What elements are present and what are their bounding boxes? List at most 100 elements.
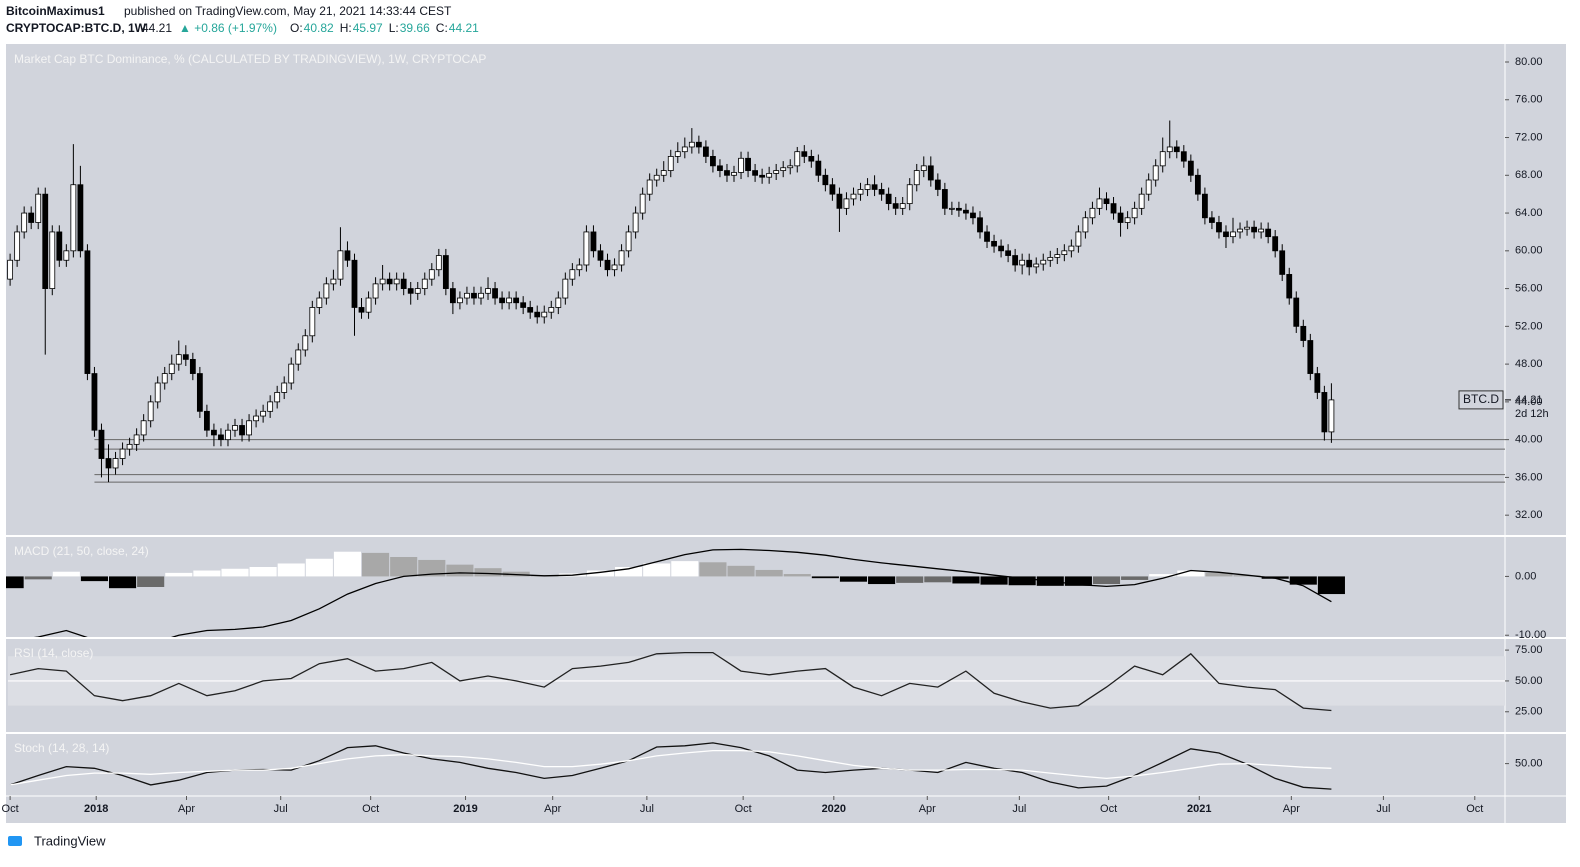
- histogram-bar: [6, 576, 24, 589]
- histogram-bar: [109, 576, 137, 589]
- stoch-line: [9, 749, 1332, 786]
- candle-body: [934, 179, 941, 190]
- candle-body: [653, 174, 660, 181]
- candle-body: [1012, 255, 1019, 266]
- candle-body: [1082, 217, 1089, 233]
- candle-body: [1040, 259, 1047, 265]
- candle-body: [1201, 193, 1208, 219]
- candle-body: [927, 165, 934, 181]
- histogram-bar: [699, 562, 727, 577]
- candle-body: [1145, 179, 1152, 195]
- candle-body: [1244, 226, 1250, 230]
- candle-body: [7, 259, 14, 280]
- footer: TradingView: [8, 833, 106, 848]
- histogram-bar: [52, 571, 80, 577]
- y-tick-label: 80.00: [1515, 56, 1543, 68]
- candle-body: [1251, 226, 1257, 233]
- x-tick-label: Oct: [1100, 803, 1117, 815]
- candle-body: [738, 157, 744, 173]
- histogram-bar: [868, 576, 896, 585]
- histogram-bar: [1149, 574, 1177, 577]
- candle-body: [878, 189, 885, 195]
- candle-body: [1047, 257, 1054, 261]
- histogram-bar: [24, 576, 52, 580]
- candle-body: [1005, 250, 1012, 256]
- candle-body: [815, 160, 822, 176]
- x-tick-label: Jul: [1012, 803, 1026, 815]
- candle-body: [351, 259, 358, 308]
- candle-body: [710, 156, 716, 167]
- ohlc-value: 44.21: [449, 21, 479, 35]
- candle-body: [695, 141, 702, 148]
- candle-body: [1328, 399, 1335, 433]
- candle-body: [1293, 297, 1300, 327]
- candle-body: [899, 203, 906, 209]
- histogram-bar: [474, 568, 502, 577]
- histogram-bar: [446, 564, 474, 577]
- y-tick-label: 32.00: [1515, 509, 1543, 521]
- candle-body: [1314, 373, 1321, 393]
- candle-body: [112, 458, 119, 469]
- candle-body: [449, 288, 456, 304]
- candle-body: [1159, 151, 1166, 167]
- candle-body: [836, 193, 843, 209]
- histogram-bar: [783, 574, 811, 577]
- candle-body: [1089, 207, 1096, 219]
- candle-body: [457, 297, 463, 304]
- histogram-bar: [390, 557, 418, 577]
- ohlc-value: 40.82: [304, 21, 334, 35]
- histogram-bar: [643, 563, 671, 577]
- x-tick-label: Oct: [362, 803, 379, 815]
- candle-body: [295, 349, 302, 365]
- x-tick-label: Jul: [640, 803, 654, 815]
- candle-body: [1180, 151, 1187, 162]
- candle-body: [302, 335, 309, 351]
- candle-body: [1265, 228, 1272, 238]
- ohlc-value: 45.97: [353, 21, 383, 35]
- x-tick-label: Jul: [274, 803, 288, 815]
- candle-body: [464, 292, 470, 299]
- candle-body: [998, 245, 1004, 252]
- histogram-bar: [1317, 576, 1345, 595]
- y-tick-label: 64.00: [1515, 207, 1543, 219]
- candle-body: [344, 250, 351, 261]
- candle-body: [1117, 212, 1124, 223]
- candle-body: [956, 207, 962, 211]
- histogram-bar: [1177, 570, 1205, 577]
- y-tick-label: 40.00: [1515, 434, 1543, 446]
- histogram-bar: [193, 570, 221, 577]
- candle-body: [471, 292, 477, 299]
- candle-body: [963, 209, 969, 214]
- brand: TradingView: [34, 833, 106, 848]
- candle-body: [21, 212, 28, 233]
- author: BitcoinMaximus1: [6, 4, 105, 18]
- candle-body: [717, 165, 723, 171]
- histogram-bar: [277, 563, 305, 577]
- price-label-symbol: BTC.D: [1463, 392, 1499, 406]
- y-tick-label: 50.00: [1515, 675, 1543, 687]
- histogram-bar: [980, 576, 1008, 585]
- candle-body: [203, 410, 210, 431]
- candle-body: [808, 156, 815, 162]
- histogram-bar: [1092, 576, 1121, 585]
- candle-body: [871, 184, 878, 190]
- histogram-bar: [418, 559, 446, 577]
- candle-body: [1223, 231, 1229, 238]
- rsi-line: [9, 651, 1332, 712]
- candle-body: [1103, 198, 1110, 205]
- candle-body: [182, 354, 189, 360]
- candle-body: [885, 193, 892, 205]
- candle-body: [260, 410, 267, 417]
- candle-body: [196, 373, 203, 412]
- candle-body: [189, 358, 196, 374]
- histogram-bar: [165, 572, 193, 577]
- candle-body: [267, 401, 274, 412]
- ohlc-key: H:: [340, 21, 352, 35]
- candle-body: [379, 278, 386, 285]
- candle-body: [337, 250, 344, 280]
- price-label-value: 44.21: [1515, 394, 1543, 406]
- y-tick-label: 60.00: [1515, 245, 1543, 257]
- y-tick-label: 50.00: [1515, 758, 1543, 770]
- candle-body: [590, 231, 597, 252]
